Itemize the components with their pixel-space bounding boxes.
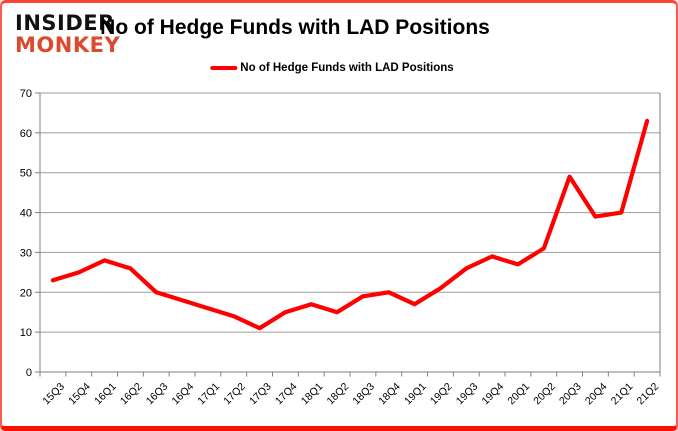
x-axis-label: 16Q3 [144,381,171,408]
insider-monkey-logo: INSIDER MONKEY [15,12,120,56]
x-axis-label: 20Q1 [505,381,532,408]
x-axis-label: 18Q4 [376,381,403,408]
x-axis-label: 19Q1 [402,381,429,408]
x-axis-label: 16Q2 [118,381,145,408]
x-axis-label: 19Q4 [480,381,507,408]
x-axis-label: 17Q3 [247,381,274,408]
x-axis-label: 20Q4 [583,381,610,408]
y-axis-label: 10 [20,327,32,339]
legend-label: No of Hedge Funds with LAD Positions [240,62,454,74]
x-axis-label: 17Q1 [195,381,222,408]
chart-title: No of Hedge Funds with LAD Positions [100,16,490,39]
legend: No of Hedge Funds with LAD Positions [210,62,454,74]
legend-line-swatch [210,66,238,70]
x-axis-label: 20Q2 [531,381,558,408]
y-axis-label: 60 [20,128,32,140]
y-axis-label: 0 [26,367,32,379]
y-axis-label: 50 [20,168,32,180]
x-axis-label: 16Q1 [92,381,119,408]
x-axis-label: 16Q4 [170,381,197,408]
x-axis-label: 21Q2 [635,381,662,408]
x-axis-label: 18Q2 [325,381,352,408]
y-axis-label: 40 [20,208,32,220]
y-axis-label: 70 [20,88,32,100]
y-axis-label: 30 [20,247,32,259]
x-axis-label: 17Q4 [273,381,300,408]
x-axis-label: 21Q1 [609,381,636,408]
logo-text-insider: INSIDER [15,11,115,35]
x-axis-label: 18Q3 [350,381,377,408]
logo-text-monkey: MONKEY [15,33,121,57]
x-axis-label: 19Q2 [428,381,455,408]
x-axis-label: 15Q4 [66,381,93,408]
series-line [50,118,650,331]
x-axis-label: 17Q2 [221,381,248,408]
x-axis-label: 20Q3 [557,381,584,408]
y-axis-label: 20 [20,287,32,299]
x-axis-label: 18Q1 [299,381,326,408]
x-axis-label: 15Q3 [40,381,67,408]
x-axis-label: 19Q3 [454,381,481,408]
